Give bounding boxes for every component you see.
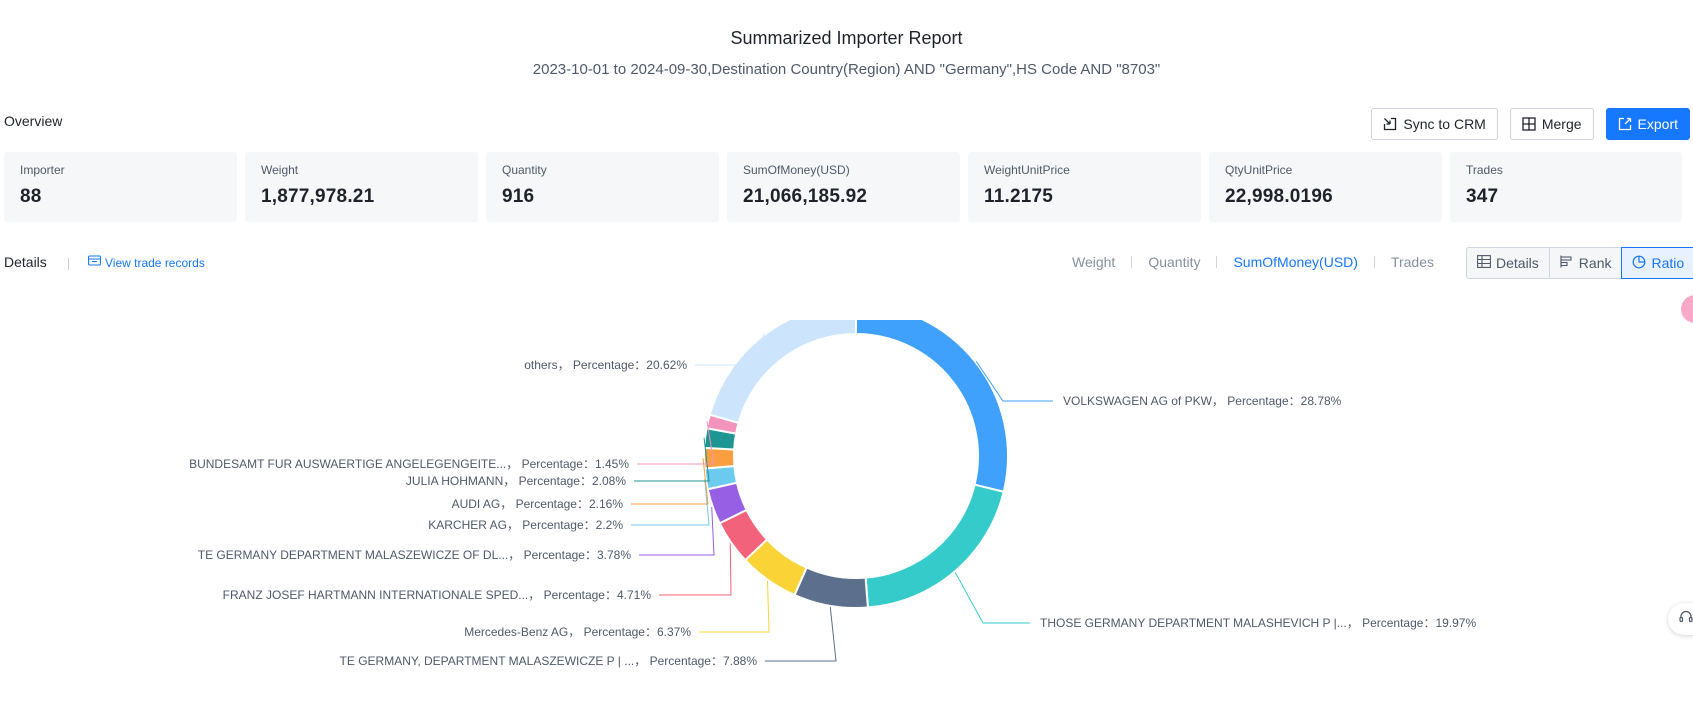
sync-to-crm-label: Sync to CRM (1403, 116, 1486, 132)
slice-label: VOLKSWAGEN AG of PKW， Percentage：28.78% (1063, 394, 1342, 408)
card-label: Weight (261, 163, 299, 177)
records-icon (88, 255, 101, 270)
slice-label: Mercedes-Benz AG， Percentage：6.37% (464, 625, 691, 639)
slice-label: JULIA HOHMANN， Percentage：2.08% (406, 474, 626, 488)
summary-card-quantity: Quantity 916 (486, 152, 719, 222)
card-value: 11.2175 (984, 186, 1054, 207)
tab-divider (1131, 256, 1133, 268)
leader-line (765, 606, 837, 662)
view-details-label: Details (1496, 255, 1539, 271)
summary-card-importer: Importer 88 (4, 152, 237, 222)
card-value: 1,877,978.21 (261, 186, 375, 207)
card-value: 88 (20, 186, 42, 207)
slice-label: FRANZ JOSEF HARTMANN INTERNATIONALE SPED… (223, 588, 652, 602)
details-row: Details View trade records Weight Quanti… (4, 247, 1693, 279)
tab-divider (1216, 256, 1218, 268)
export-button[interactable]: Export (1605, 108, 1690, 140)
tab-trades[interactable]: Trades (1390, 254, 1434, 270)
tab-divider (1373, 256, 1375, 268)
sync-icon (1383, 117, 1397, 131)
view-trade-records-link[interactable]: View trade records (88, 255, 205, 270)
report-subtitle: 2023-10-01 to 2024-09-30,Destination Cou… (532, 61, 1161, 78)
donut-slice[interactable] (855, 320, 1009, 493)
slice-label: others， Percentage：20.62% (524, 358, 687, 372)
merge-label: Merge (1541, 116, 1582, 132)
slice-label: BUNDESAMT FUR AUSWAERTIGE ANGELEGENGEITE… (189, 457, 629, 471)
card-label: WeightUnitPrice (984, 163, 1070, 177)
tab-weight[interactable]: Weight (1072, 254, 1116, 270)
card-label: SumOfMoney(USD) (743, 163, 850, 177)
slice-label: AUDI AG， Percentage：2.16% (452, 497, 624, 511)
merge-button[interactable]: Merge (1509, 108, 1594, 140)
export-icon (1618, 117, 1632, 131)
card-value: 347 (1466, 186, 1499, 207)
metric-tabs: Weight Quantity SumOfMoney(USD) Trades (1072, 254, 1434, 270)
leader-line (954, 572, 1030, 624)
leader-line (699, 580, 770, 633)
report-title: Summarized Importer Report (730, 28, 963, 48)
rank-icon (1560, 255, 1574, 271)
leader-line (634, 437, 710, 482)
slice-label: THOSE GERMANY DEPARTMENT MALASHEVICH P |… (1040, 616, 1476, 630)
card-value: 22,998.0196 (1225, 186, 1333, 207)
view-switch: Details Rank Ratio (1466, 247, 1693, 279)
merge-icon (1522, 117, 1536, 131)
ratio-chart: VOLKSWAGEN AG of PKW， Percentage：28.78% T… (0, 320, 1693, 700)
floating-assistant-bubble[interactable] (1681, 295, 1693, 323)
table-icon (1477, 255, 1491, 271)
summary-card-trades: Trades 347 (1450, 152, 1682, 222)
slice-label: TE GERMANY, DEPARTMENT MALASZEWICZE P | … (340, 654, 758, 668)
view-trade-records-label: View trade records (105, 255, 205, 270)
donut-slice[interactable] (703, 446, 736, 470)
sync-to-crm-button[interactable]: Sync to CRM (1371, 108, 1498, 140)
view-rank-button[interactable]: Rank (1548, 247, 1623, 279)
slice-label: KARCHER AG， Percentage：2.2% (428, 518, 623, 532)
donut-slice[interactable] (864, 483, 1005, 609)
summary-cards: Importer 88 Weight 1,877,978.21 Quantity… (4, 152, 1682, 222)
export-label: Export (1637, 116, 1678, 132)
summary-card-sum-of-money: SumOfMoney(USD) 21,066,185.92 (727, 152, 960, 222)
card-label: Importer (20, 163, 65, 177)
pie-icon (1632, 255, 1646, 272)
slice-label: TE GERMANY DEPARTMENT MALASZEWICZE OF DL… (198, 548, 632, 562)
summary-card-weight-unit-price: WeightUnitPrice 11.2175 (968, 152, 1201, 222)
view-details-button[interactable]: Details (1466, 247, 1550, 279)
details-label: Details (4, 254, 47, 270)
card-label: Trades (1466, 163, 1503, 177)
overview-label: Overview (4, 113, 63, 129)
details-divider (68, 258, 69, 270)
card-value: 21,066,185.92 (743, 186, 868, 207)
leader-line (659, 543, 732, 596)
headset-icon (1678, 609, 1693, 630)
customer-service-button[interactable] (1668, 603, 1693, 635)
leader-line (695, 333, 765, 366)
card-label: Quantity (502, 163, 547, 177)
overview-toolbar: Sync to CRM Merge Export (1371, 108, 1690, 140)
view-rank-label: Rank (1578, 255, 1612, 271)
donut-chart: VOLKSWAGEN AG of PKW， Percentage：28.78% T… (189, 320, 1476, 668)
summary-card-weight: Weight 1,877,978.21 (245, 152, 478, 222)
leader-line (631, 458, 709, 505)
leader-line (639, 506, 715, 556)
card-value: 916 (502, 186, 535, 207)
donut-slice[interactable] (708, 320, 857, 425)
tab-quantity[interactable]: Quantity (1148, 254, 1201, 270)
summary-card-qty-unit-price: QtyUnitPrice 22,998.0196 (1209, 152, 1442, 222)
leader-line (637, 421, 715, 465)
card-label: QtyUnitPrice (1225, 163, 1293, 177)
view-ratio-label: Ratio (1651, 255, 1685, 271)
leader-line (975, 361, 1053, 402)
view-ratio-button[interactable]: Ratio (1621, 247, 1693, 279)
tab-sum-of-money[interactable]: SumOfMoney(USD) (1233, 254, 1358, 270)
leader-line (631, 479, 710, 526)
donut-slice[interactable] (793, 566, 870, 609)
